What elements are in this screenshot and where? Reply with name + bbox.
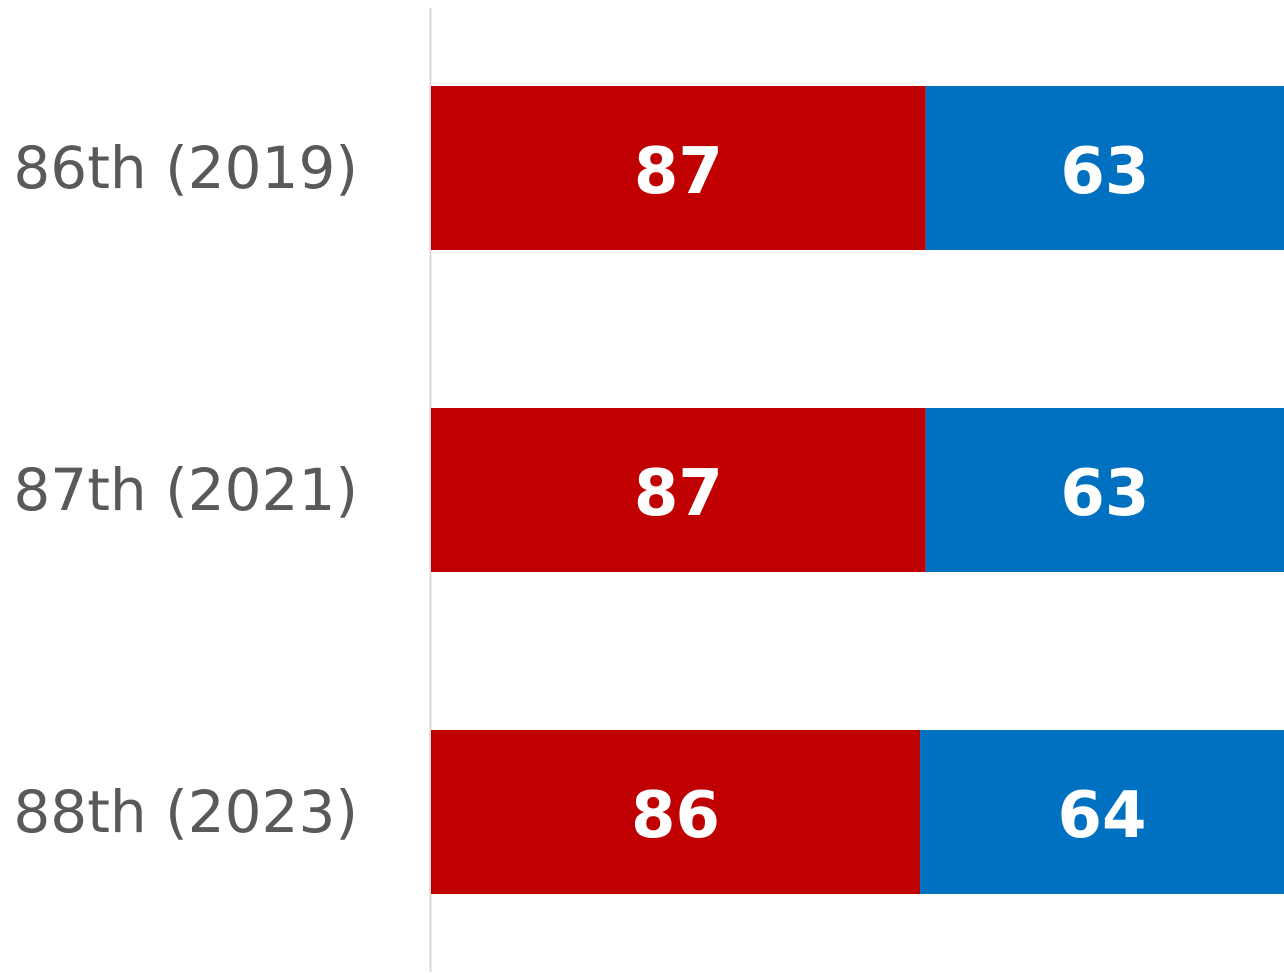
- bar-segment: [925, 86, 1284, 250]
- category-label: 88th (2023): [13, 778, 358, 846]
- category-label: 86th (2019): [13, 134, 358, 202]
- category-label: 87th (2021): [13, 456, 358, 524]
- bar-segment: [920, 730, 1284, 894]
- bar-segment: [431, 408, 926, 572]
- value-label: 64: [1057, 779, 1146, 853]
- value-label: 63: [1060, 457, 1149, 531]
- bar-segment: [431, 86, 926, 250]
- value-label: 87: [634, 457, 723, 531]
- value-label: 63: [1060, 135, 1149, 209]
- value-label: 86: [631, 779, 720, 853]
- bar-segment: [431, 730, 921, 894]
- value-label: 87: [634, 135, 723, 209]
- bar-segment: [925, 408, 1284, 572]
